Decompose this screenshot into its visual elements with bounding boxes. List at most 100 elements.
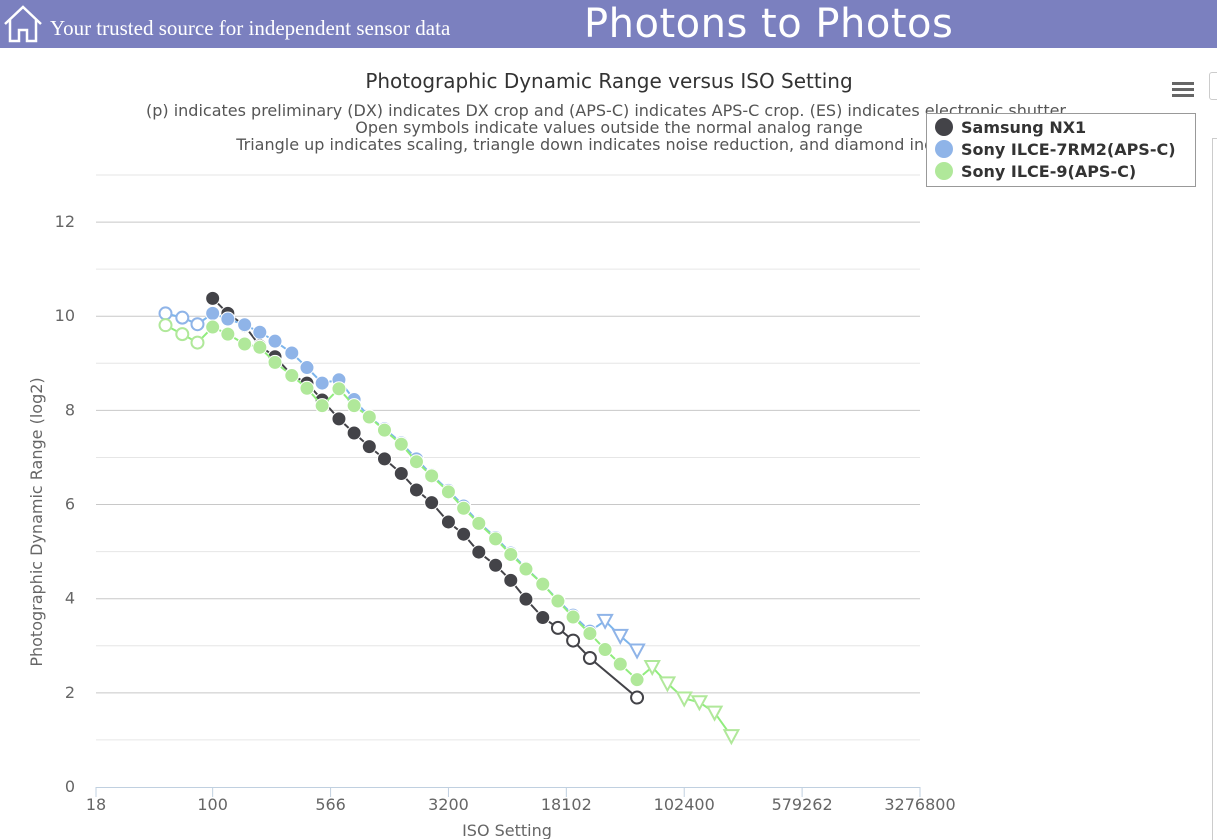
data-point-open[interactable] (550, 620, 565, 635)
data-point-open[interactable] (175, 310, 190, 325)
data-point[interactable] (361, 439, 377, 455)
x-axis-label: ISO Setting (462, 821, 552, 839)
data-point[interactable] (314, 398, 330, 414)
data-point[interactable] (565, 609, 581, 625)
data-point[interactable] (488, 557, 504, 573)
legend-item-sony-ilce-7rm2[interactable]: Sony ILCE-7RM2(APS-C) (935, 138, 1176, 160)
data-point[interactable] (488, 531, 504, 547)
data-point[interactable] (331, 381, 347, 397)
data-point-triangle-down[interactable] (705, 705, 724, 722)
data-point-triangle-down[interactable] (690, 695, 709, 712)
data-point[interactable] (456, 526, 472, 542)
series-1 (158, 305, 646, 660)
data-point[interactable] (393, 436, 409, 452)
y-tick-label: 8 (65, 400, 75, 419)
chart-legend: Samsung NX1 Sony ILCE-7RM2(APS-C) Sony I… (926, 113, 1196, 187)
site-header: Your trusted source for independent sens… (0, 0, 1217, 48)
data-point[interactable] (408, 482, 424, 498)
data-point-open[interactable] (175, 327, 190, 342)
site-title[interactable]: Photons to Photos (584, 1, 954, 47)
data-point[interactable] (440, 484, 456, 500)
data-point[interactable] (220, 326, 236, 342)
data-point[interactable] (550, 593, 566, 609)
data-point[interactable] (267, 333, 283, 349)
data-point[interactable] (503, 546, 519, 562)
data-point[interactable] (205, 319, 221, 335)
data-point[interactable] (252, 324, 268, 340)
data-point[interactable] (376, 451, 392, 467)
data-point[interactable] (424, 468, 440, 484)
x-tick-label: 18 (86, 795, 106, 814)
legend-item-samsung-nx1[interactable]: Samsung NX1 (935, 116, 1086, 138)
data-point[interactable] (314, 375, 330, 391)
data-point-triangle-down[interactable] (596, 613, 614, 630)
legend-item-sony-ilce-9[interactable]: Sony ILCE-9(APS-C) (935, 160, 1136, 182)
data-point[interactable] (299, 360, 315, 376)
data-point-triangle-down[interactable] (675, 691, 693, 708)
legend-label: Sony ILCE-7RM2(APS-C) (961, 139, 1176, 159)
series-2 (158, 318, 741, 746)
data-point[interactable] (376, 422, 392, 438)
data-point[interactable] (471, 544, 487, 560)
x-axis: 18 100 566 3200 18102 102400 579262 3276800 (86, 787, 956, 814)
data-point-triangle-down[interactable] (643, 659, 661, 677)
data-point-open[interactable] (190, 335, 205, 350)
data-point-triangle-down[interactable] (658, 676, 677, 693)
data-point[interactable] (205, 290, 221, 306)
side-panel-button[interactable] (1209, 72, 1217, 100)
x-tick-label: 3200 (428, 795, 469, 814)
data-point[interactable] (346, 398, 362, 414)
data-point[interactable] (612, 656, 628, 672)
data-point[interactable] (299, 380, 315, 396)
data-point[interactable] (346, 425, 362, 441)
y-axis: 0 2 4 6 8 10 12 (55, 212, 75, 796)
data-point[interactable] (535, 610, 551, 626)
data-point[interactable] (237, 336, 253, 352)
data-point[interactable] (503, 572, 519, 588)
series-line (165, 324, 733, 737)
x-tick-label: 100 (197, 795, 228, 814)
data-point[interactable] (597, 642, 613, 658)
data-point[interactable] (440, 514, 456, 530)
grid-lines (96, 174, 920, 741)
data-point[interactable] (331, 411, 347, 427)
data-point[interactable] (205, 305, 221, 321)
data-point[interactable] (361, 409, 377, 425)
data-point[interactable] (535, 576, 551, 592)
data-point[interactable] (424, 495, 440, 511)
chart-subtitle-line-1: (p) indicates preliminary (DX) indicates… (146, 101, 1066, 120)
data-point-open[interactable] (158, 318, 173, 333)
data-point-open[interactable] (566, 633, 581, 648)
home-icon[interactable] (2, 2, 44, 44)
data-point[interactable] (267, 354, 283, 370)
data-point[interactable] (471, 515, 487, 531)
data-point-triangle-down[interactable] (611, 628, 629, 645)
data-point-triangle-down[interactable] (628, 643, 646, 660)
data-point-open[interactable] (582, 651, 597, 666)
x-tick-label: 579262 (772, 795, 833, 814)
data-point[interactable] (237, 317, 253, 333)
data-point[interactable] (393, 465, 409, 481)
data-point[interactable] (518, 591, 534, 607)
data-point-open[interactable] (158, 306, 173, 321)
chart-subtitle-line-3: Triangle up indicates scaling, triangle … (235, 135, 982, 154)
data-point[interactable] (582, 626, 598, 642)
legend-label: Sony ILCE-9(APS-C) (961, 161, 1137, 181)
data-point[interactable] (456, 500, 472, 516)
data-point-triangle-down[interactable] (722, 729, 741, 746)
data-point[interactable] (408, 454, 424, 470)
data-point-open[interactable] (630, 690, 645, 705)
x-tick-label: 102400 (654, 795, 715, 814)
data-point-open[interactable] (190, 317, 205, 332)
legend-label: Samsung NX1 (961, 117, 1087, 137)
chart-subtitle-line-2: Open symbols indicate values outside the… (355, 118, 862, 137)
data-point[interactable] (220, 311, 236, 327)
data-point[interactable] (518, 561, 534, 577)
chart-menu-icon[interactable] (1168, 76, 1200, 104)
data-point[interactable] (284, 368, 300, 384)
data-point[interactable] (284, 345, 300, 361)
y-tick-label: 2 (65, 683, 75, 702)
data-point[interactable] (629, 672, 645, 688)
data-point[interactable] (252, 339, 268, 355)
chart-title: Photographic Dynamic Range versus ISO Se… (365, 69, 852, 93)
